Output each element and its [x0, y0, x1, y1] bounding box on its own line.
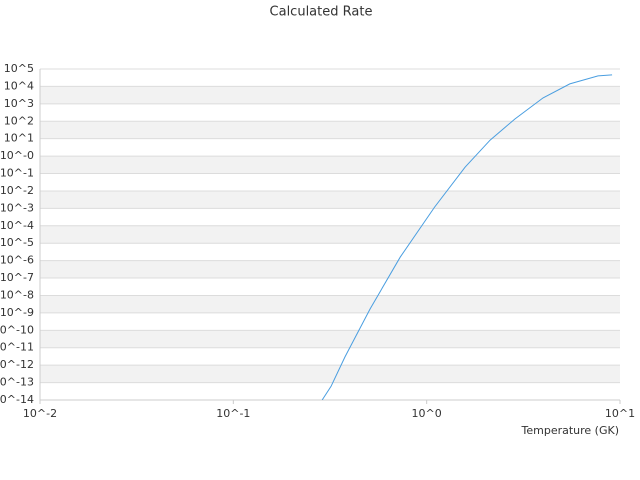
y-tick-label: 10^-13 — [0, 376, 34, 389]
y-tick-label: 10^5 — [4, 62, 34, 75]
x-tick-label: 10^-2 — [23, 407, 57, 420]
y-tick-label: 10^4 — [4, 79, 34, 92]
y-tick-label: 10^-0 — [0, 149, 34, 162]
y-tick-label: 10^-14 — [0, 393, 34, 406]
y-tick-label: 10^3 — [4, 97, 34, 110]
y-tick-label: 10^-7 — [0, 271, 34, 284]
y-tick-label: 10^-2 — [0, 184, 34, 197]
grid-band — [40, 156, 620, 174]
grid-band — [40, 330, 620, 348]
grid-band — [40, 225, 620, 244]
grid-band — [40, 190, 620, 209]
y-tick-label: 10^-9 — [0, 306, 34, 319]
y-tick-label: 10^-10 — [0, 323, 34, 336]
y-tick-label: 10^-4 — [0, 219, 34, 232]
y-tick-label: 10^-1 — [0, 167, 34, 180]
grid-band — [40, 365, 620, 383]
grid-band — [40, 295, 620, 313]
data-line — [321, 74, 613, 400]
y-tick-label: 10^-5 — [0, 236, 34, 249]
y-tick-label: 10^2 — [4, 114, 34, 127]
y-tick-label: 10^-3 — [0, 201, 34, 214]
x-tick-label: 10^1 — [605, 407, 635, 420]
x-tick-label: 10^0 — [412, 407, 442, 420]
y-tick-label: 10^1 — [4, 132, 34, 145]
y-tick-label: 10^-6 — [0, 254, 34, 267]
grid-band — [40, 121, 620, 139]
chart-title: Calculated Rate — [270, 5, 373, 20]
x-tick-label: 10^-1 — [216, 407, 250, 420]
grid-band — [40, 260, 620, 279]
grid-band — [40, 86, 620, 104]
y-tick-label: 10^-8 — [0, 288, 34, 301]
x-axis-label: Temperature (GK) — [521, 424, 620, 437]
y-tick-label: 10^-12 — [0, 358, 34, 371]
y-tick-label: 10^-11 — [0, 341, 34, 354]
